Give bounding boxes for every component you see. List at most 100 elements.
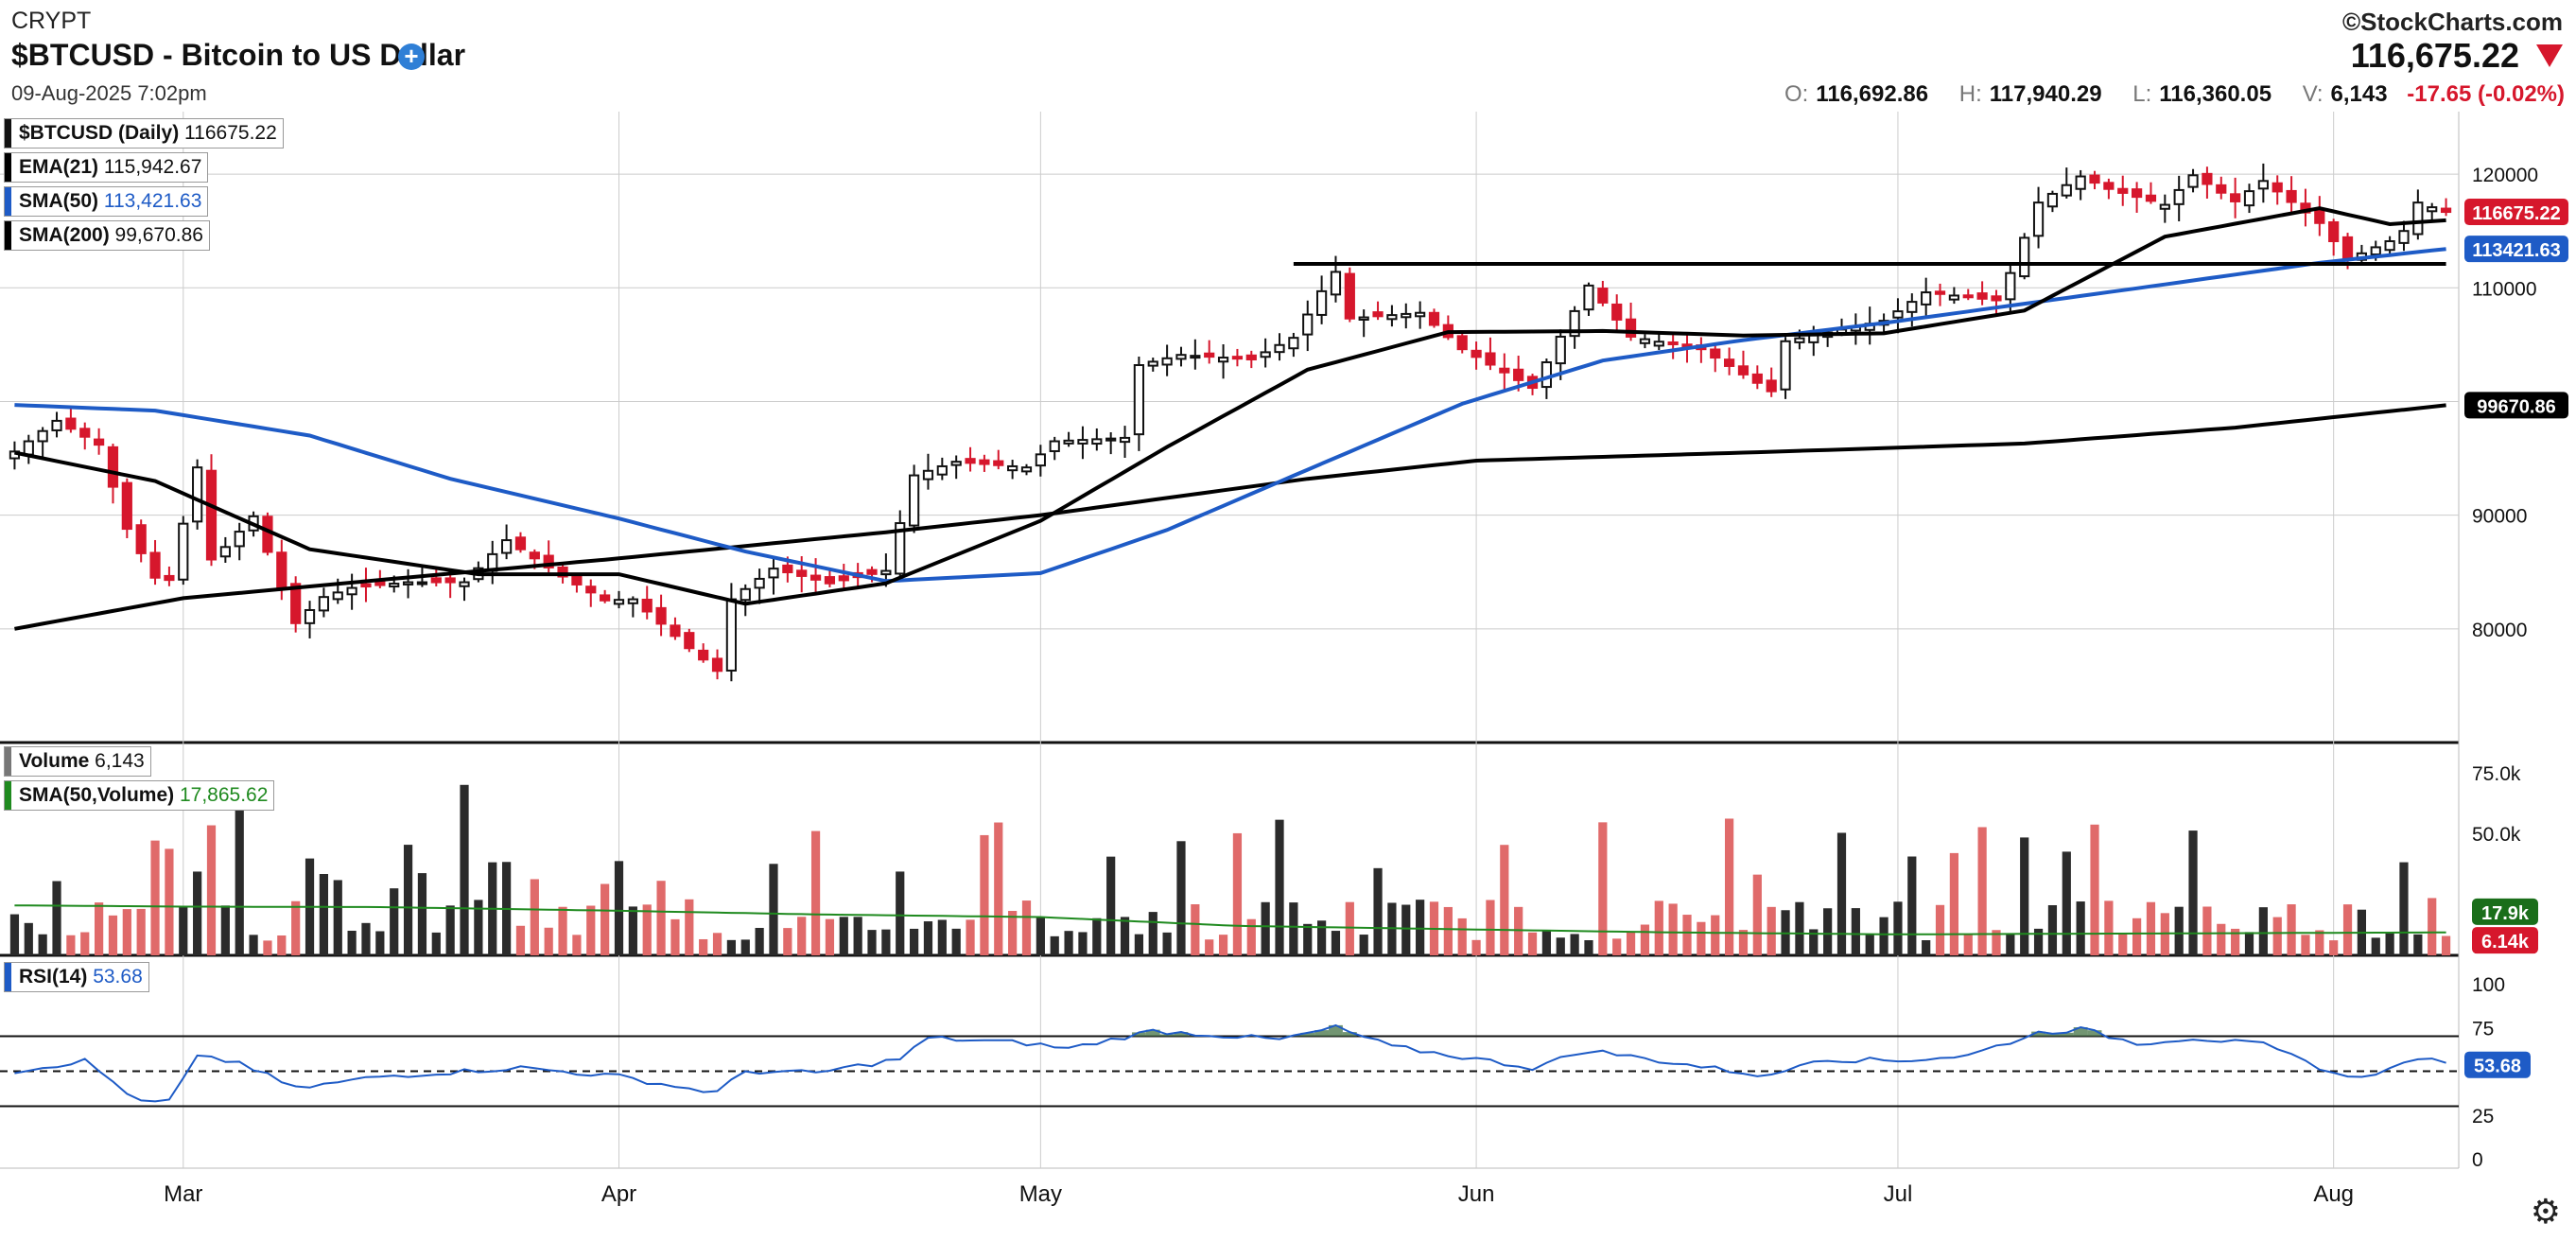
volume-bar [1303,923,1313,955]
candle-body [1330,271,1342,296]
candle-body [585,586,597,594]
volume-bar [136,908,146,955]
volume-bar [530,879,539,955]
rsi-overbought-fill [1329,1024,1343,1037]
volume-bar [1036,918,1045,955]
candle-body [1231,356,1244,360]
rsi-overbought-fill [2087,1030,2102,1037]
volume-bar [1134,934,1144,955]
volume-bar [896,871,905,955]
candle-body [1597,288,1609,304]
price-tag [2464,392,2568,419]
volume-bar [1584,940,1593,955]
chart-datetime: 09-Aug-2025 7:02pm [11,81,207,105]
candle-body [1077,439,1088,445]
volume-bar [1514,906,1523,955]
brand-logo[interactable]: ©StockCharts.com [2342,8,2563,36]
volume-bar [460,784,469,955]
candle-body [950,461,962,466]
legend-volume[interactable]: Volume 6,143 [4,746,151,777]
volume-bar [1963,934,1973,955]
volume-bar [2315,930,2324,955]
candle-body [1091,438,1103,446]
candle-body [290,583,302,624]
volume-bar [544,927,553,955]
volume-bar [1640,924,1650,955]
candle-body [304,608,316,624]
candle-body [2243,190,2255,207]
volume-bar [1598,822,1608,955]
rsi-tag-label: 53.68 [2474,1057,2521,1077]
legend-sma200[interactable]: SMA(200) 99,670.86 [4,220,210,251]
price-tag-label: 116675.22 [2472,203,2560,224]
candle-body [459,581,470,587]
candle-body [107,446,119,488]
candle-body [2075,175,2086,190]
volume-bar [1724,818,1734,955]
volume-bar [2441,935,2451,955]
volume-bar [1064,931,1073,955]
volume-bar [1359,935,1368,955]
candle-body [2061,184,2072,197]
volume-bar [2132,918,2142,955]
volume-bar [726,939,737,955]
ohlc-readout: O: 116,692.86 H: 117,940.29 L: 116,360.05 V… [1760,81,2565,108]
volume-bar [1935,904,1945,955]
volume-bar [38,934,47,955]
volume-bar [1865,934,1874,955]
candle-body [1007,464,1018,472]
volume-bar [2385,933,2394,955]
volume-bar [1626,931,1636,955]
candle-body [1569,309,1580,338]
x-tick-label: May [1019,1181,1062,1207]
candle-body [2005,271,2016,301]
volume-bar [1078,932,1088,955]
volume-bar [755,927,764,955]
volume-bar [1682,915,1692,955]
candle-body [1948,294,1960,301]
candle-body [613,599,625,605]
legend-volume-sma-name: SMA(50,Volume) [19,784,175,806]
volume-bar [1752,874,1762,955]
candle-body [2328,220,2340,243]
candle-body [51,419,62,431]
candle-body [2202,172,2213,185]
candle-body [2046,192,2059,208]
rsi-overbought-fill [2059,1032,2074,1037]
candle-body [1119,436,1131,444]
volume-bar [1261,901,1270,955]
volume-bar [2118,934,2128,955]
volume-bar [1949,852,1959,955]
legend-volume-sma[interactable]: SMA(50,Volume) 17,865.62 [4,780,275,811]
candle-body [1991,295,2002,302]
candle-body [1794,337,1805,343]
candle-body [809,574,822,581]
legend-rsi[interactable]: RSI(14) 53.68 [4,962,149,992]
volume-bar [361,922,371,955]
x-tick-label: Aug [2313,1181,2354,1207]
volume-bar [206,825,217,955]
legend-sma50-value: 113,421.63 [103,190,202,212]
candle-body [2271,182,2283,193]
volume-bar [994,822,1003,955]
volume-bar [614,861,624,955]
volume-bar [1373,867,1383,955]
volume-bar [1612,938,1622,955]
candle-body [725,598,738,672]
legend-sma50[interactable]: SMA(50) 113,421.63 [4,186,209,217]
add-plus-icon[interactable]: + [398,44,425,70]
legend-ema21[interactable]: EMA(21) 115,942.67 [4,152,209,183]
candle-body [416,581,428,586]
price-tag [2464,236,2568,263]
candle-body [1344,272,1355,320]
volume-bar [628,906,637,955]
legend-price[interactable]: $BTCUSD (Daily) 116675.22 [4,118,284,149]
gear-icon[interactable]: ⚙ [2530,1192,2561,1231]
candle-body [1471,349,1482,358]
candle-body [402,581,414,586]
candle-body [2019,236,2030,278]
volume-bar [108,915,118,955]
volume-bar [853,917,862,955]
volume-bar [1893,901,1903,955]
